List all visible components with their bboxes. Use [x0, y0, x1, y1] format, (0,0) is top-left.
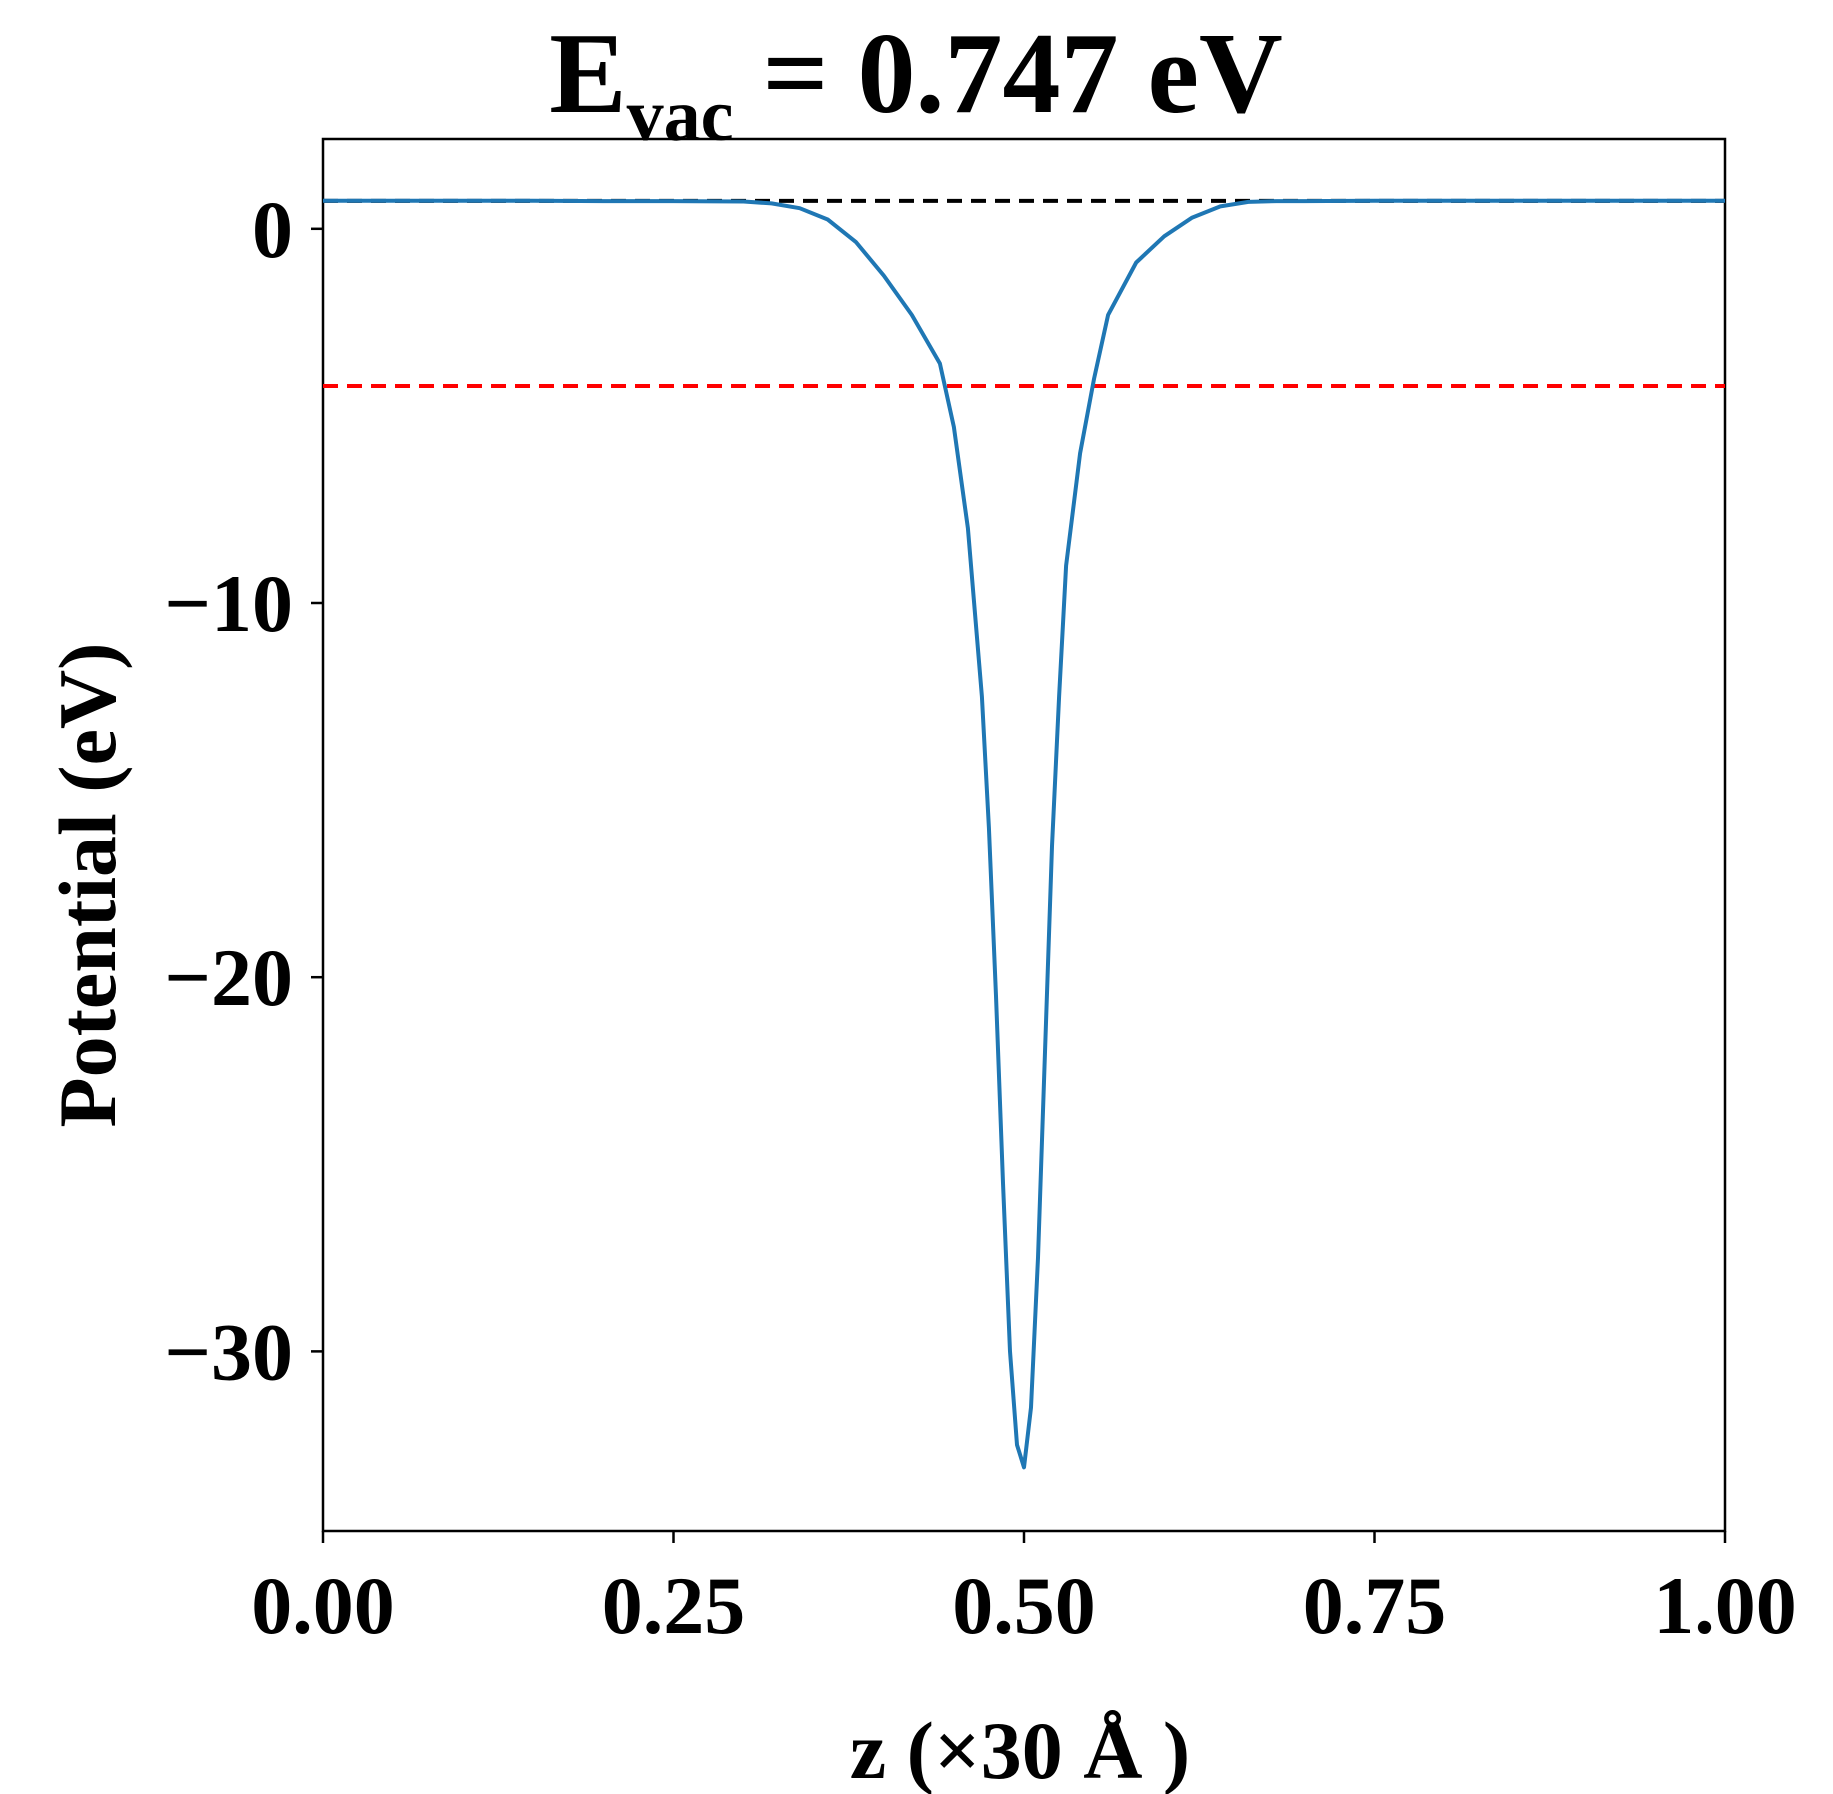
reference-lines — [323, 198, 1725, 388]
plot-frame — [321, 137, 1727, 1533]
x-tick-label: 0.25 — [602, 1560, 746, 1651]
y-tick-label: −20 — [164, 932, 293, 1023]
y-tick-label: 0 — [252, 184, 293, 275]
title-subscript: vac — [627, 75, 734, 157]
title-main: E — [549, 10, 626, 138]
y-tick-label: −30 — [164, 1306, 293, 1397]
title-rest: = 0.747 eV — [733, 10, 1282, 138]
series-line-0 — [323, 198, 1725, 1470]
x-axis-ticks: 0.00 0.25 0.50 0.75 1.00 — [251, 1531, 1797, 1651]
x-axis-label: z (×30 Å ) — [850, 1705, 1190, 1794]
y-axis-label: Potential (eV) — [42, 643, 133, 1128]
y-axis-ticks: 0 −10 −20 −30 — [164, 184, 323, 1397]
y-tick-label: −10 — [164, 558, 293, 649]
x-tick-label: 1.00 — [1653, 1560, 1797, 1651]
series-lines — [323, 198, 1725, 1470]
x-tick-label: 0.00 — [251, 1560, 395, 1651]
x-tick-label: 0.75 — [1303, 1560, 1447, 1651]
x-tick-label: 0.50 — [952, 1560, 1096, 1651]
chart-title: Evac = 0.747 eV — [549, 10, 1283, 157]
